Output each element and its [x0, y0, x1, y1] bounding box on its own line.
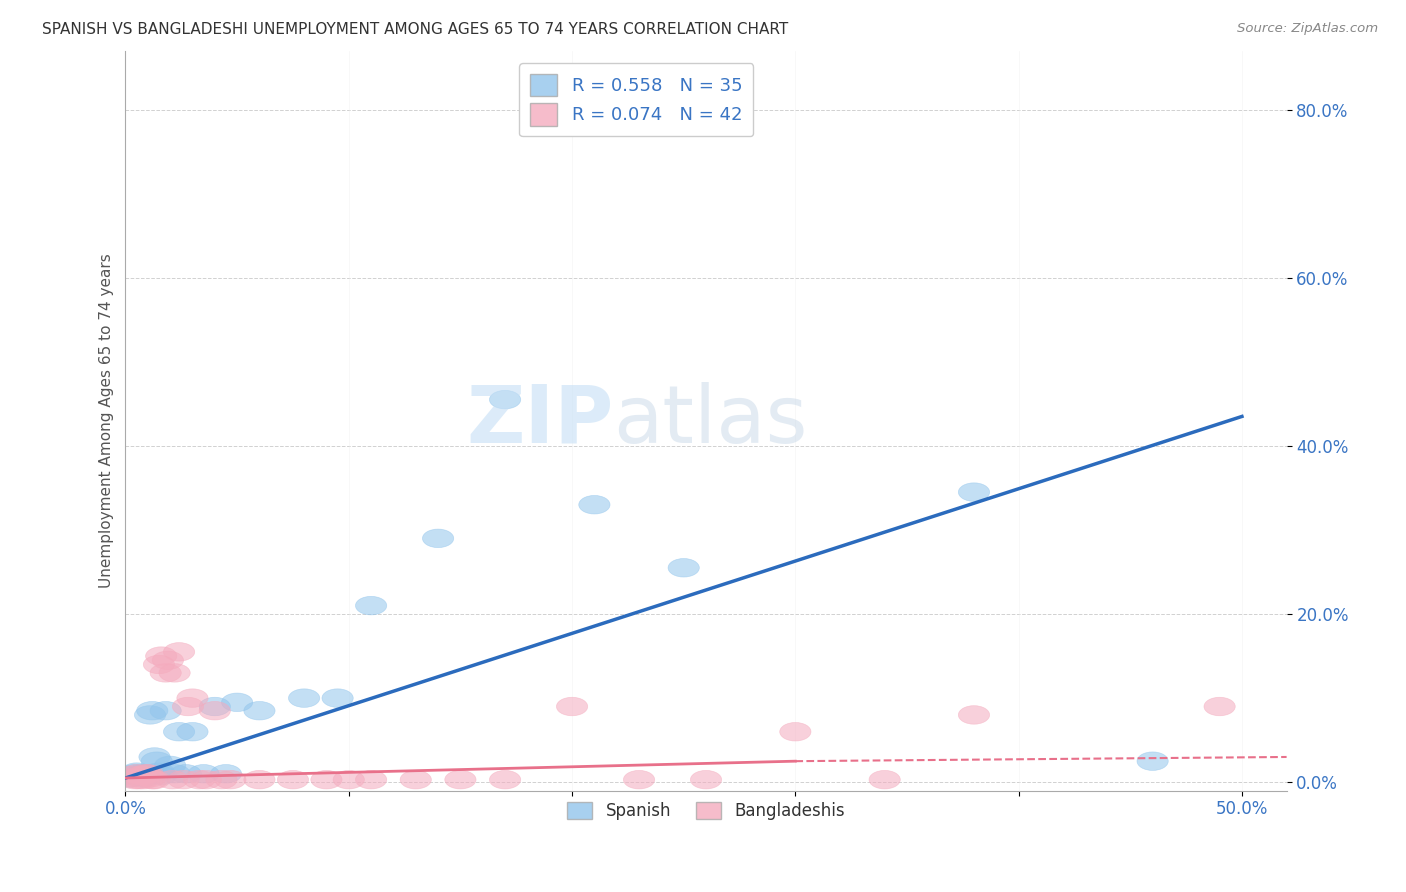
Ellipse shape [150, 701, 181, 720]
Ellipse shape [159, 664, 190, 682]
Ellipse shape [288, 689, 319, 707]
Ellipse shape [128, 769, 159, 788]
Ellipse shape [125, 764, 156, 783]
Ellipse shape [118, 771, 150, 789]
Ellipse shape [1137, 752, 1168, 771]
Text: SPANISH VS BANGLADESHI UNEMPLOYMENT AMONG AGES 65 TO 74 YEARS CORRELATION CHART: SPANISH VS BANGLADESHI UNEMPLOYMENT AMON… [42, 22, 789, 37]
Ellipse shape [356, 597, 387, 615]
Ellipse shape [177, 723, 208, 741]
Ellipse shape [135, 706, 166, 724]
Ellipse shape [132, 764, 163, 783]
Ellipse shape [690, 771, 721, 789]
Ellipse shape [129, 764, 162, 783]
Ellipse shape [205, 771, 238, 789]
Ellipse shape [129, 764, 162, 783]
Ellipse shape [959, 706, 990, 724]
Ellipse shape [489, 391, 520, 409]
Ellipse shape [114, 769, 146, 788]
Ellipse shape [243, 771, 276, 789]
Ellipse shape [117, 766, 148, 785]
Ellipse shape [143, 763, 174, 781]
Text: ZIP: ZIP [465, 382, 613, 459]
Ellipse shape [277, 771, 308, 789]
Ellipse shape [141, 752, 173, 771]
Ellipse shape [121, 763, 152, 781]
Ellipse shape [159, 764, 190, 783]
Ellipse shape [188, 764, 219, 783]
Ellipse shape [623, 771, 655, 789]
Ellipse shape [668, 558, 699, 577]
Ellipse shape [143, 656, 174, 673]
Ellipse shape [356, 771, 387, 789]
Ellipse shape [557, 698, 588, 715]
Ellipse shape [125, 766, 156, 785]
Ellipse shape [422, 529, 454, 548]
Ellipse shape [146, 647, 177, 665]
Ellipse shape [173, 698, 204, 715]
Ellipse shape [132, 764, 163, 783]
Ellipse shape [177, 689, 208, 707]
Ellipse shape [959, 483, 990, 501]
Ellipse shape [139, 747, 170, 766]
Ellipse shape [117, 766, 148, 785]
Ellipse shape [401, 771, 432, 789]
Ellipse shape [136, 701, 167, 720]
Ellipse shape [118, 764, 150, 783]
Ellipse shape [869, 771, 900, 789]
Ellipse shape [136, 771, 167, 789]
Ellipse shape [163, 723, 194, 741]
Ellipse shape [139, 771, 170, 789]
Y-axis label: Unemployment Among Ages 65 to 74 years: Unemployment Among Ages 65 to 74 years [100, 253, 114, 588]
Ellipse shape [333, 771, 364, 789]
Text: Source: ZipAtlas.com: Source: ZipAtlas.com [1237, 22, 1378, 36]
Ellipse shape [146, 766, 177, 785]
Text: atlas: atlas [613, 382, 807, 459]
Ellipse shape [114, 769, 146, 788]
Ellipse shape [170, 764, 201, 783]
Ellipse shape [167, 771, 200, 789]
Ellipse shape [156, 771, 188, 789]
Ellipse shape [1204, 698, 1236, 715]
Ellipse shape [311, 771, 342, 789]
Ellipse shape [222, 693, 253, 712]
Ellipse shape [124, 766, 155, 785]
Ellipse shape [215, 771, 246, 789]
Ellipse shape [124, 771, 155, 789]
Ellipse shape [163, 642, 194, 661]
Ellipse shape [444, 771, 477, 789]
Ellipse shape [121, 764, 152, 783]
Ellipse shape [152, 651, 184, 670]
Ellipse shape [579, 495, 610, 514]
Ellipse shape [190, 771, 222, 789]
Ellipse shape [243, 701, 276, 720]
Ellipse shape [200, 701, 231, 720]
Legend: Spanish, Bangladeshis: Spanish, Bangladeshis [561, 795, 852, 827]
Ellipse shape [128, 771, 159, 789]
Ellipse shape [211, 764, 242, 783]
Ellipse shape [155, 756, 186, 774]
Ellipse shape [780, 723, 811, 741]
Ellipse shape [135, 769, 166, 788]
Ellipse shape [489, 771, 520, 789]
Ellipse shape [322, 689, 353, 707]
Ellipse shape [150, 664, 181, 682]
Ellipse shape [200, 698, 231, 715]
Ellipse shape [184, 771, 215, 789]
